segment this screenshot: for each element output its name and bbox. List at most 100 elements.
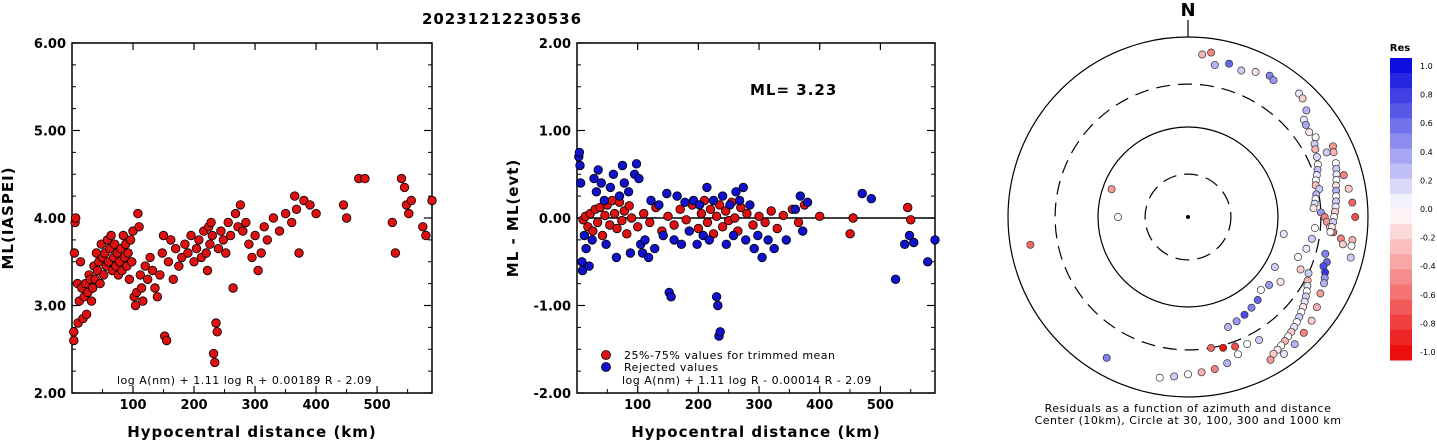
rejected-point bbox=[694, 200, 705, 210]
colorbar-tick-label: 0.6 bbox=[1420, 119, 1433, 128]
data-point bbox=[705, 204, 716, 215]
rejected-point bbox=[711, 292, 722, 302]
colorbar-tick-label: -0.4 bbox=[1420, 262, 1436, 271]
data-point bbox=[626, 213, 637, 223]
data-point bbox=[241, 217, 251, 228]
x-tick-labels: 100 200 300 400 500 bbox=[119, 398, 390, 413]
station-point bbox=[1256, 285, 1265, 294]
formula-text: log A(nm) + 1.11 log R + 0.00189 R - 2.0… bbox=[117, 374, 372, 387]
colorbar-swatch bbox=[1390, 314, 1412, 331]
station-point bbox=[1251, 68, 1260, 76]
station-point bbox=[1198, 50, 1207, 59]
station-point bbox=[1351, 213, 1360, 221]
data-point bbox=[387, 217, 398, 228]
colorbar-swatch bbox=[1390, 239, 1412, 255]
data-point bbox=[186, 230, 196, 241]
data-point bbox=[75, 257, 86, 267]
data-point bbox=[760, 217, 770, 228]
rejected-point bbox=[692, 239, 702, 250]
rejected-point bbox=[662, 188, 672, 199]
data-point bbox=[69, 335, 79, 346]
rejected-point bbox=[646, 195, 656, 206]
x-tick-label: 400 bbox=[302, 398, 329, 413]
y-tick-label: 1.00 bbox=[539, 125, 571, 140]
colorbar-swatch bbox=[1390, 133, 1412, 150]
station-point bbox=[1223, 359, 1232, 368]
station-point bbox=[1312, 303, 1321, 312]
data-point bbox=[134, 222, 144, 232]
rejected-point bbox=[643, 252, 654, 263]
colorbar-swatch bbox=[1390, 209, 1412, 225]
rejected-point bbox=[581, 243, 591, 254]
rejected-point bbox=[923, 257, 933, 267]
rejected-point bbox=[763, 235, 773, 245]
station-point bbox=[1311, 145, 1320, 154]
x-tick-label: 500 bbox=[867, 398, 894, 413]
rejected-point bbox=[745, 200, 755, 210]
x-tick-label: 500 bbox=[364, 398, 391, 413]
data-point bbox=[693, 223, 704, 234]
data-point bbox=[147, 265, 158, 276]
data-point bbox=[130, 300, 141, 311]
rejected-point bbox=[619, 178, 630, 188]
x-tick-labels: 100 200 300 400 500 bbox=[624, 398, 894, 413]
data-point bbox=[597, 230, 608, 241]
rejected-point bbox=[623, 187, 634, 197]
data-point bbox=[294, 248, 304, 258]
rejected-point bbox=[802, 197, 813, 208]
data-point bbox=[633, 222, 643, 232]
colorbar-swatch bbox=[1390, 103, 1412, 119]
data-point bbox=[191, 243, 202, 254]
station-point bbox=[1298, 94, 1307, 103]
station-point bbox=[1265, 281, 1274, 289]
y-tick-label: 6.00 bbox=[34, 37, 66, 52]
colorbar-tick-label: -0.6 bbox=[1420, 291, 1436, 300]
rejected-point bbox=[611, 252, 622, 263]
rejected-point bbox=[640, 235, 650, 245]
data-point bbox=[213, 243, 224, 254]
rejected-point bbox=[790, 204, 801, 215]
data-point bbox=[81, 309, 92, 320]
data-point bbox=[70, 213, 81, 223]
data-point bbox=[212, 327, 222, 337]
data-point bbox=[622, 229, 632, 239]
data-point bbox=[124, 274, 135, 285]
data-point bbox=[639, 208, 649, 219]
figure-title: 20231212230536 bbox=[422, 10, 582, 28]
rejected-point bbox=[708, 195, 719, 206]
rejected-point bbox=[575, 178, 586, 188]
colorbar-swatch bbox=[1390, 88, 1412, 104]
data-point bbox=[702, 217, 713, 228]
rejected-point bbox=[666, 292, 676, 302]
data-point bbox=[206, 217, 216, 228]
north-label: N bbox=[1180, 0, 1195, 21]
station-point bbox=[1210, 60, 1219, 69]
plot-frame bbox=[71, 42, 433, 394]
station-point bbox=[1329, 148, 1338, 157]
station-point bbox=[1302, 244, 1311, 253]
data-point bbox=[675, 204, 685, 215]
data-point bbox=[133, 208, 143, 219]
colorbar-tick-label: 0.0 bbox=[1420, 205, 1433, 214]
data-point bbox=[218, 235, 229, 245]
colorbar-swatch bbox=[1390, 224, 1412, 240]
rejected-point bbox=[584, 261, 594, 271]
axis-ticks bbox=[72, 42, 432, 394]
rejected-point bbox=[715, 327, 725, 337]
formula-text: log A(nm) + 1.11 log R - 0.00014 R - 2.0… bbox=[622, 374, 872, 387]
station-point bbox=[1312, 152, 1321, 161]
station-point bbox=[1026, 240, 1035, 249]
data-point bbox=[235, 200, 246, 210]
data-point bbox=[202, 265, 213, 276]
data-point bbox=[609, 208, 620, 219]
rejected-point bbox=[721, 239, 732, 250]
data-point bbox=[681, 215, 691, 225]
rejected-point bbox=[738, 182, 749, 193]
rejected-point bbox=[625, 248, 636, 258]
data-point bbox=[906, 215, 916, 225]
data-point bbox=[696, 208, 707, 219]
colorbar-swatch bbox=[1390, 193, 1412, 210]
colorbar-swatches bbox=[1390, 58, 1412, 361]
ml-vs-distance-chart: 2.00 3.00 4.00 5.00 6.00 100 200 300 400 500 Hyp… bbox=[0, 37, 437, 441]
rejected-point bbox=[749, 243, 759, 254]
